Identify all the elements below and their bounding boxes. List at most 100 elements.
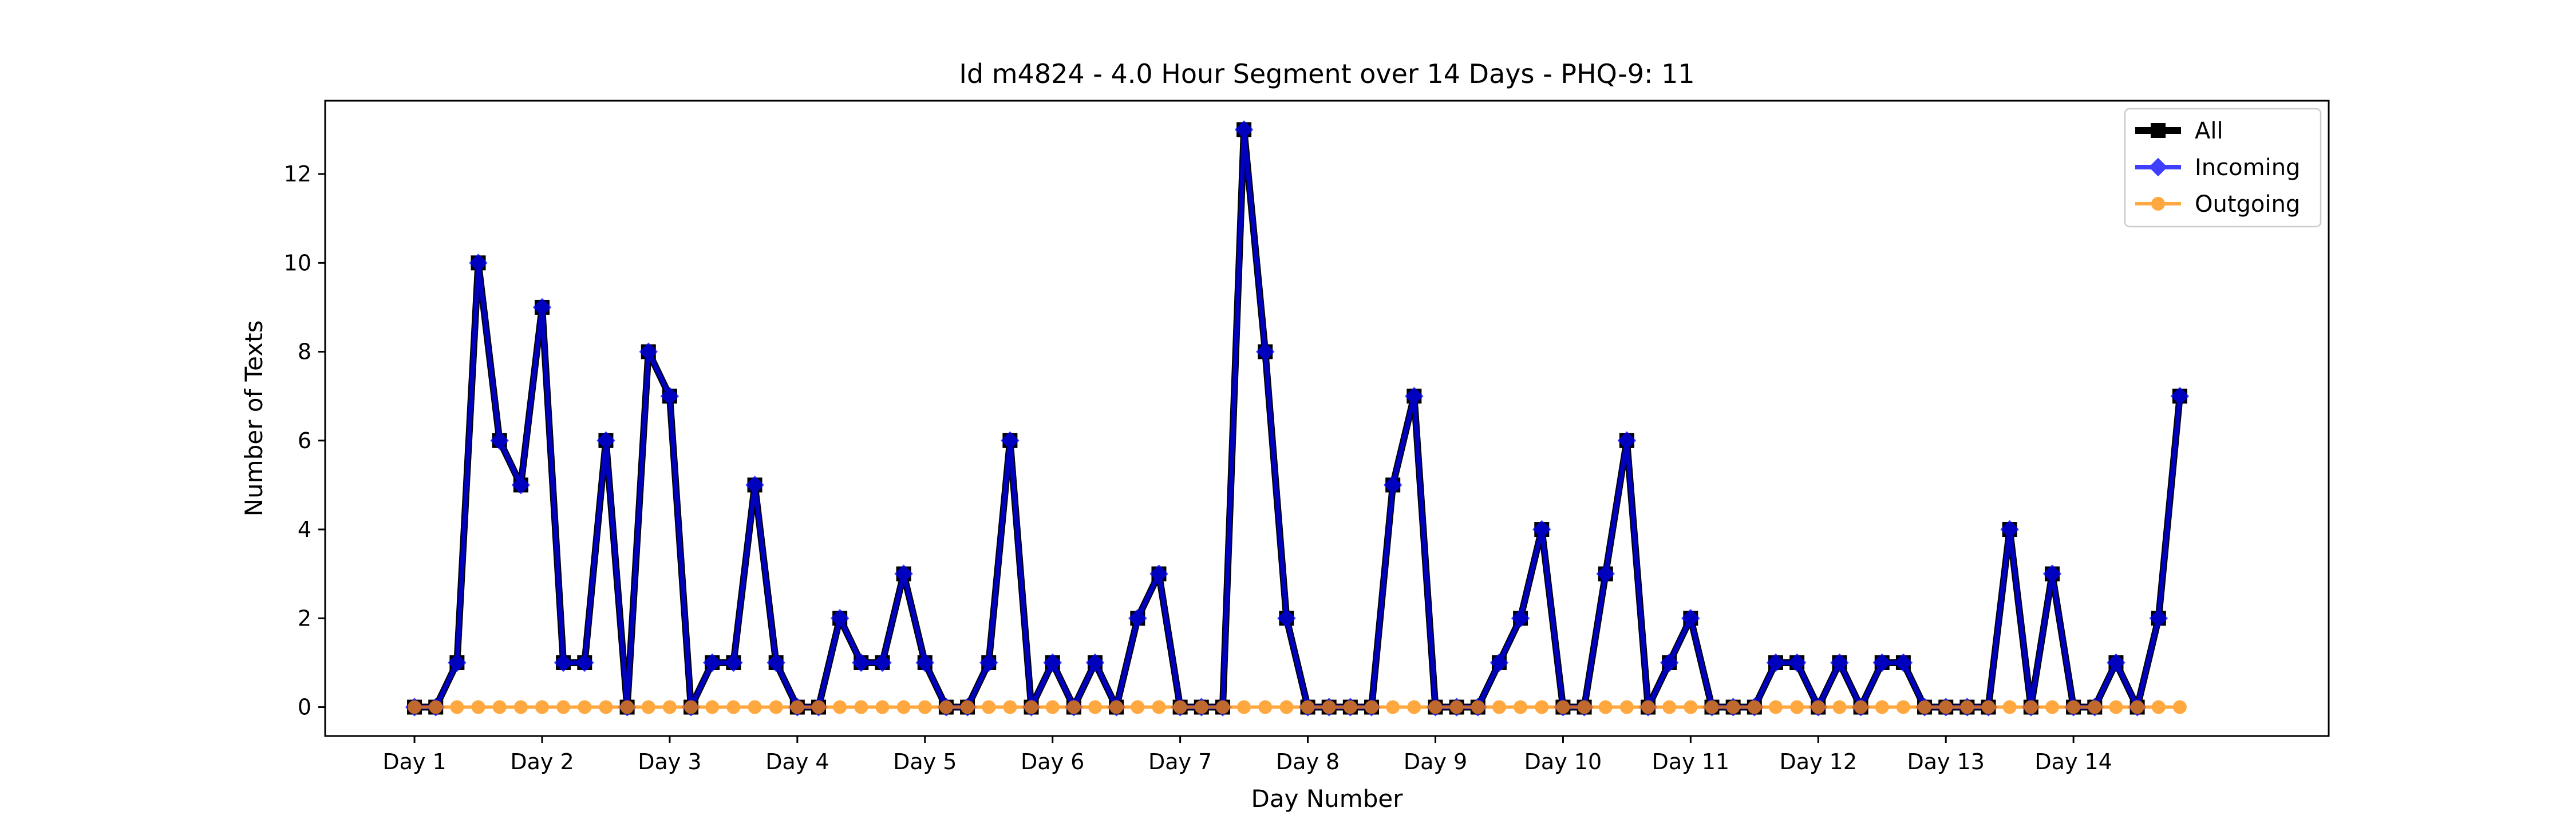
x-tick-label: Day 3 (638, 749, 701, 774)
y-tick-label: 4 (298, 517, 311, 542)
data-point (830, 609, 850, 628)
data-point (1234, 120, 1254, 139)
data-point (915, 653, 935, 672)
data-point (660, 386, 679, 406)
data-point (726, 700, 741, 714)
data-point (1492, 700, 1506, 714)
y-tick-label: 0 (298, 695, 311, 720)
data-point (1109, 700, 1124, 714)
data-point (811, 700, 825, 714)
data-point (1960, 700, 1974, 714)
data-point (1407, 700, 1421, 714)
x-tick-label: Day 11 (1652, 749, 1729, 774)
data-point (429, 700, 443, 714)
y-axis: 0 2 4 6 8 10 12 (284, 161, 325, 720)
data-point (535, 700, 549, 714)
data-point (1024, 700, 1038, 714)
data-point (961, 700, 975, 714)
data-point (596, 431, 615, 450)
data-point (1085, 653, 1105, 672)
x-tick-label: Day 10 (1524, 749, 1602, 774)
legend-marker (2151, 123, 2166, 138)
data-point (875, 700, 890, 714)
x-tick-label: Day 14 (2034, 749, 2112, 774)
y-tick-label: 6 (298, 428, 311, 453)
data-point (1830, 653, 1849, 672)
data-point (1790, 700, 1804, 714)
data-point (1556, 700, 1570, 714)
data-point (1832, 700, 1847, 714)
data-point (1322, 700, 1336, 714)
legend-entry (2135, 197, 2181, 211)
data-point (1532, 520, 1551, 539)
data-point (639, 342, 658, 361)
x-tick-label: Day 7 (1148, 749, 1212, 774)
data-point (2045, 700, 2059, 714)
data-point (469, 254, 488, 272)
data-point (1577, 700, 1591, 714)
data-point (702, 653, 722, 672)
data-point (471, 700, 485, 714)
data-point (1131, 700, 1145, 714)
data-point (1428, 700, 1443, 714)
data-point (1128, 609, 1147, 628)
data-point (767, 653, 785, 672)
data-point (2002, 700, 2017, 714)
data-point (1237, 700, 1251, 714)
data-point (532, 298, 552, 317)
legend-entry (2135, 123, 2181, 138)
data-point (1279, 700, 1294, 714)
legend-entry (2135, 157, 2181, 177)
data-point (1684, 700, 1698, 714)
data-point (1149, 564, 1168, 583)
x-tick-label: Day 2 (510, 749, 574, 774)
data-point (1088, 700, 1103, 714)
data-point (790, 700, 804, 714)
data-point (1875, 700, 1889, 714)
data-point (2130, 700, 2144, 714)
data-point (918, 700, 932, 714)
data-point (1277, 609, 1296, 628)
data-point (1043, 653, 1062, 672)
data-point (745, 476, 764, 494)
data-point (1598, 700, 1613, 714)
data-point (2149, 609, 2168, 628)
data-point (448, 653, 467, 672)
x-tick-label: Day 5 (893, 749, 957, 774)
data-point (1258, 700, 1273, 714)
data-point (554, 653, 573, 672)
plot-frame (324, 100, 2330, 737)
data-point (1386, 700, 1400, 714)
y-tick-label: 8 (298, 339, 311, 365)
data-point (1511, 609, 1530, 628)
data-point (1619, 700, 1634, 714)
data-point (1768, 700, 1783, 714)
data-point (2088, 700, 2102, 714)
data-point (1726, 700, 1740, 714)
data-point (490, 431, 509, 450)
data-point (896, 700, 911, 714)
data-point (1766, 653, 1785, 672)
x-tick-label: Day 12 (1780, 749, 1857, 774)
data-point (1535, 700, 1549, 714)
legend-box (2124, 108, 2322, 228)
data-point (1343, 700, 1357, 714)
data-point (833, 700, 847, 714)
data-point (852, 653, 871, 672)
data-point (2172, 700, 2187, 714)
data-point (1747, 700, 1761, 714)
data-point (662, 700, 677, 714)
data-point (1045, 700, 1060, 714)
data-point (2000, 520, 2019, 539)
data-point (1596, 564, 1615, 583)
data-point (556, 700, 571, 714)
data-point (1152, 700, 1166, 714)
data-point (1471, 700, 1485, 714)
data-point (1514, 700, 1528, 714)
data-point (705, 700, 720, 714)
data-point (1215, 700, 1230, 714)
data-point (982, 700, 996, 714)
data-point (1811, 700, 1826, 714)
x-tick-label: Day 9 (1404, 749, 1467, 774)
